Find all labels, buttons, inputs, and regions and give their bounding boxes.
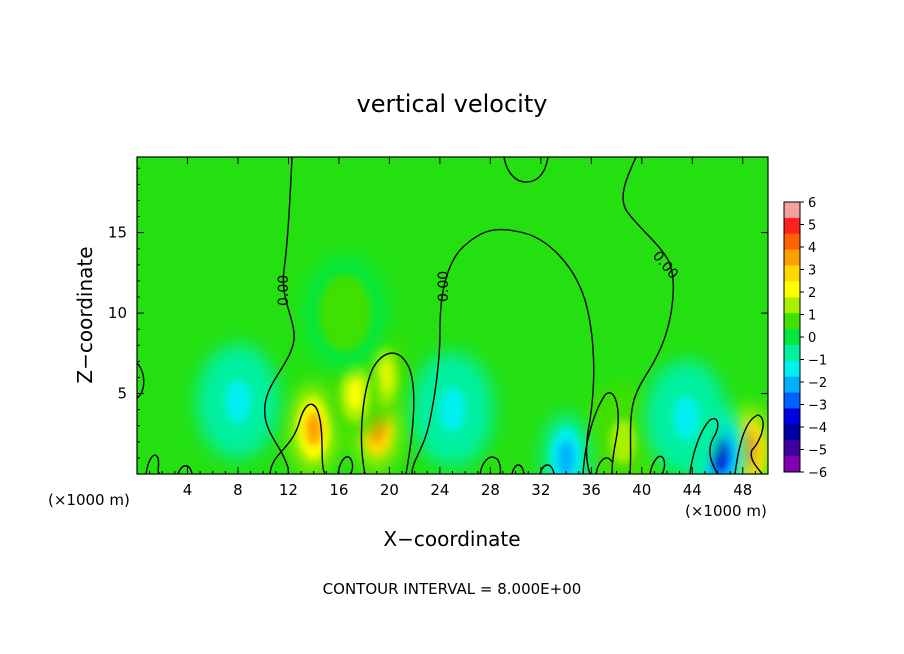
colorbar-label: −2 [808,376,827,391]
x-tick-label: 32 [531,481,550,499]
x-tick-label: 4 [183,481,193,499]
field-core-5 [332,290,359,336]
zero-contour-mid [411,228,595,474]
x-tick-label: 12 [279,481,298,499]
colorbar-label: 6 [808,196,816,211]
x-axis: 4 8 12 16 20 24 28 32 36 40 44 48 [149,157,756,499]
y-tick-label: 5 [117,385,127,403]
x-tick-label: 40 [632,481,651,499]
colorbar-label: 4 [808,241,816,256]
colorbar-label: −1 [808,354,827,369]
colorbar-label: −4 [808,421,827,436]
cell-contour-10 [511,464,525,474]
cell-contour-4 [689,418,719,474]
field-core-9 [224,379,252,424]
colorbar-swatch [784,297,800,314]
colorbar-swatch [784,424,800,441]
top-contour [503,157,549,183]
x-unit-left: (×1000 m) [48,491,130,509]
x-tick-label: 8 [233,481,243,499]
x-tick-label: 16 [329,481,348,499]
field-core-11 [558,441,574,474]
colorbar-swatch [784,281,800,298]
x-tick-label: 28 [481,481,500,499]
colorbar-label: −6 [808,466,827,481]
x-axis-label: X−coordinate [383,527,520,551]
colorbar-label: −5 [808,444,827,459]
field-core-1 [305,412,322,446]
colorbar-label: 3 [808,264,816,279]
colorbar-label: −3 [808,399,827,414]
colorbar-swatch [784,313,800,330]
y-axis-label: Z−coordinate [73,246,97,383]
cell-contour-1 [269,403,326,474]
x-tick-label: 24 [430,481,449,499]
cell-contour-6 [145,454,161,474]
cell-contour-3 [582,392,619,474]
colorbar-swatch [784,233,800,251]
colorbar-swatch [784,360,800,378]
x-tick-label: 20 [380,481,399,499]
chart-title: vertical velocity [357,90,548,118]
field-core-4 [347,376,364,411]
colorbar-swatch [784,456,800,473]
colorbar-swatch [784,265,800,282]
field-core-12 [672,395,700,440]
contour-lines [137,157,764,474]
y-axis: 5 10 15 [108,167,768,459]
y-tick-label: 10 [108,304,127,322]
colorbar-swatch [784,408,800,425]
colorbar-label: 1 [808,309,816,324]
cell-contour-8 [337,456,354,474]
y-tick-label: 15 [108,224,127,242]
colorbar-swatch [784,376,800,394]
left-edge-contour [137,362,145,399]
cell-contour-7 [177,465,193,474]
zero-contour-left [264,157,295,474]
cell-contour-12 [649,455,666,474]
x-tick-label: 44 [683,481,702,499]
cell-contour-13 [595,457,613,474]
colorbar-swatch [784,249,800,267]
field-core-6 [741,432,757,467]
field-core-10 [439,387,466,432]
colorbar-swatch [784,217,800,235]
velocity-field [196,255,768,474]
cell-contour-5 [734,414,764,474]
colorbar-swatch [784,392,800,409]
field-core-8 [609,419,637,464]
colorbar-label: 0 [808,331,816,346]
x-unit-right: (×1000 m) [685,502,767,520]
colorbar-swatch [784,440,800,457]
plot-area: 0.00 0.00 0.00 [137,157,768,474]
x-tick-label: 36 [582,481,601,499]
x-tick-label: 48 [733,481,752,499]
colorbar: 6 5 4 3 2 1 0 −1 −2 −3 −4 −5 −6 [783,196,827,481]
colorbar-label: 5 [808,219,816,234]
zero-contour-right [622,157,675,474]
colorbar-label: 2 [808,286,816,301]
colorbar-swatch [784,344,800,362]
contour-label-left: 0.00 [276,275,292,306]
contour-interval-note: CONTOUR INTERVAL = 8.000E+00 [323,580,582,598]
cell-contour-9 [479,456,502,474]
cell-contour-2 [360,352,415,474]
colorbar-swatch [784,202,800,219]
contour-label-mid: 0.00 [436,271,452,302]
colorbar-swatch [784,329,800,346]
